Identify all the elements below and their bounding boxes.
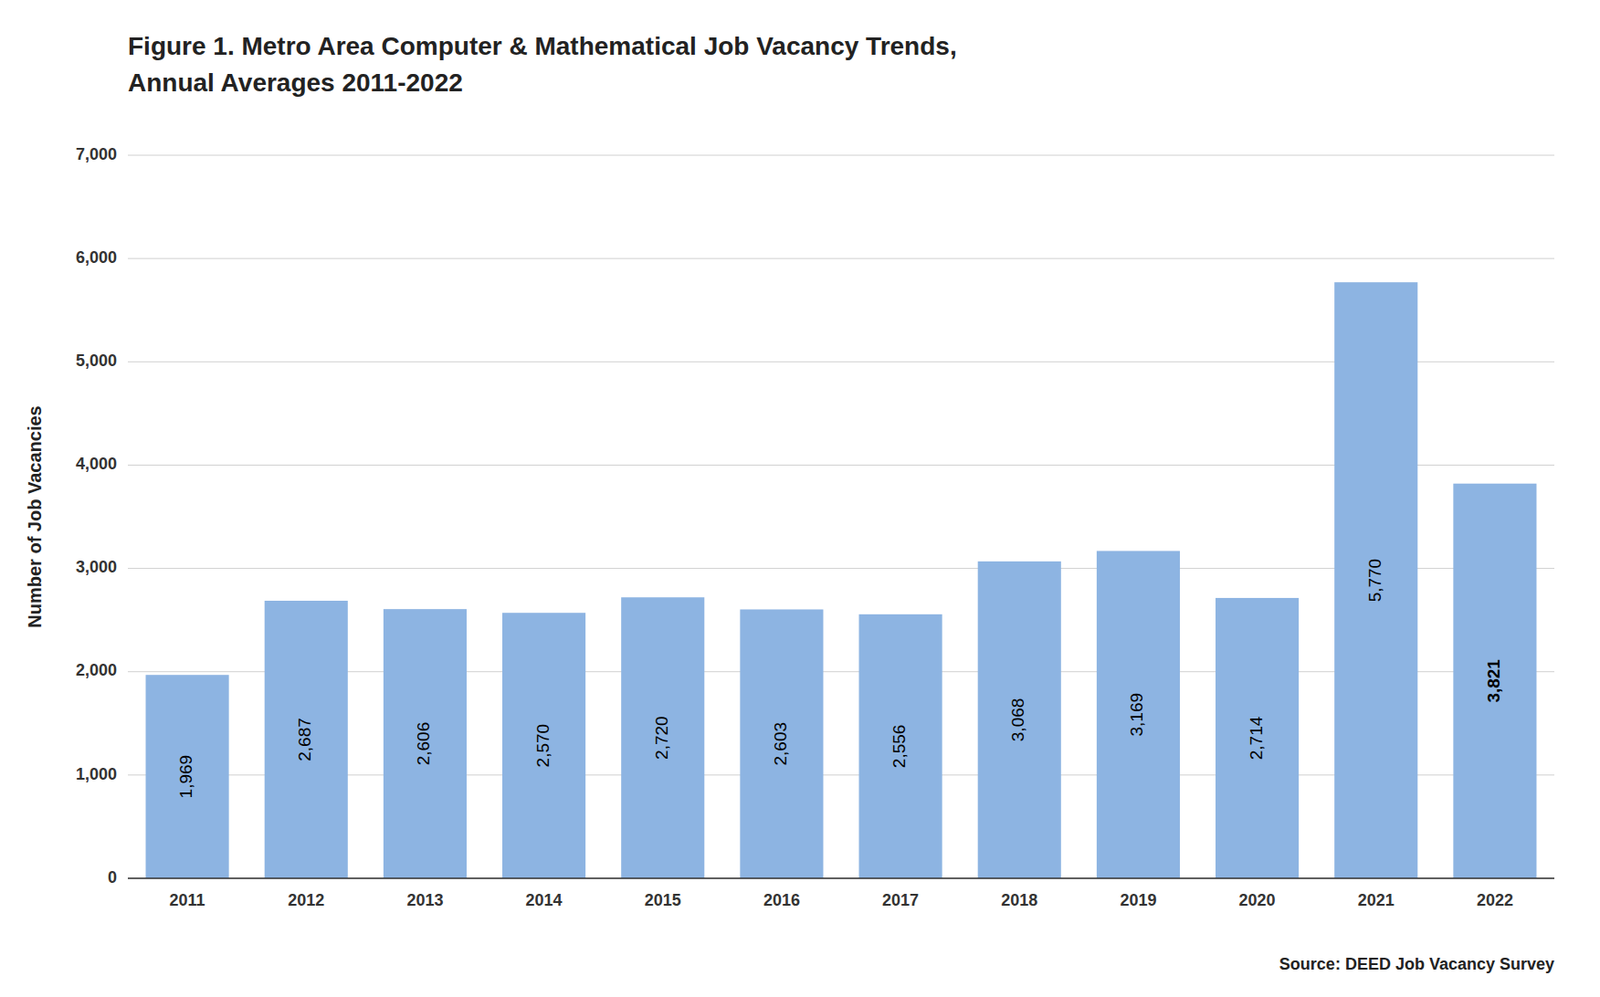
title: Figure 1. Metro Area Computer & Mathemat… xyxy=(127,31,958,61)
bar xyxy=(383,609,467,879)
y-tick-label: 0 xyxy=(107,868,117,887)
data-label: 2,556 xyxy=(889,725,909,769)
grid xyxy=(127,155,1555,879)
x-tick-label: 2016 xyxy=(763,891,800,910)
data-label: 3,169 xyxy=(1126,693,1147,737)
bar xyxy=(1334,282,1418,879)
y-tick-label: 4,000 xyxy=(75,454,117,474)
y-tick-label: 3,000 xyxy=(75,557,117,577)
data-label: 2,570 xyxy=(533,724,553,769)
data-label: 1,969 xyxy=(176,755,196,800)
y-tick-label: 6,000 xyxy=(75,248,117,267)
data-label: 2,603 xyxy=(770,722,790,767)
subtitle: Annual Averages 2011-2022 xyxy=(127,68,464,97)
x-tick-label: 2012 xyxy=(287,891,325,910)
bar xyxy=(739,609,823,879)
grid-line xyxy=(127,878,1555,880)
chart: Figure 1. Metro Area Computer & Mathemat… xyxy=(0,0,1600,997)
x-tick-label: 2015 xyxy=(644,891,682,910)
bar xyxy=(502,612,586,879)
grid-line xyxy=(127,155,1555,157)
y-tick-label: 1,000 xyxy=(75,765,117,784)
data-label: 3,068 xyxy=(1008,698,1028,743)
data-label: 2,720 xyxy=(652,715,672,760)
chart-container: Figure 1. Metro Area Computer & Mathemat… xyxy=(0,0,1600,997)
bars xyxy=(146,282,1537,879)
y-tick-label: 2,000 xyxy=(75,661,117,680)
x-tick-label: 2019 xyxy=(1119,891,1157,910)
data-label: 3,821 xyxy=(1484,659,1504,704)
grid-line xyxy=(127,258,1555,260)
x-axis: 2011 2012 2013 2014 2015 2016 2017 2018 2019 2020… xyxy=(169,891,1514,910)
bar xyxy=(146,674,230,879)
bar xyxy=(1215,598,1299,879)
y-axis-label: Number of Job Vacancies xyxy=(24,405,45,628)
bar xyxy=(978,561,1062,879)
source-note: Source: DEED Job Vacancy Survey xyxy=(1279,955,1555,974)
x-tick-label: 2020 xyxy=(1239,891,1276,910)
x-tick-label: 2022 xyxy=(1476,891,1514,910)
x-tick-label: 2011 xyxy=(169,891,206,910)
data-label: 2,606 xyxy=(413,722,433,767)
data-label: 2,714 xyxy=(1246,715,1266,760)
data-label: 2,687 xyxy=(294,717,315,762)
y-tick-label: 7,000 xyxy=(75,145,117,164)
y-tick-label: 5,000 xyxy=(75,351,117,370)
x-tick-label: 2013 xyxy=(406,891,443,910)
x-tick-label: 2014 xyxy=(526,891,563,910)
bar xyxy=(1096,550,1180,879)
y-axis: 0 1,000 2,000 3,000 4,000 5,000 6,000 7,000 xyxy=(75,145,117,887)
bar xyxy=(621,597,705,879)
x-tick-label: 2021 xyxy=(1357,891,1395,910)
x-axis-line xyxy=(127,877,1555,880)
data-labels: 1,969 2,687 2,606 2,570 2,720 2,603 2,556 3,068… xyxy=(176,558,1504,800)
bar xyxy=(859,614,943,879)
data-label: 5,770 xyxy=(1365,558,1385,603)
x-tick-label: 2018 xyxy=(1000,891,1038,910)
x-tick-label: 2017 xyxy=(882,891,919,910)
bar xyxy=(264,600,348,879)
bar xyxy=(1452,484,1537,879)
